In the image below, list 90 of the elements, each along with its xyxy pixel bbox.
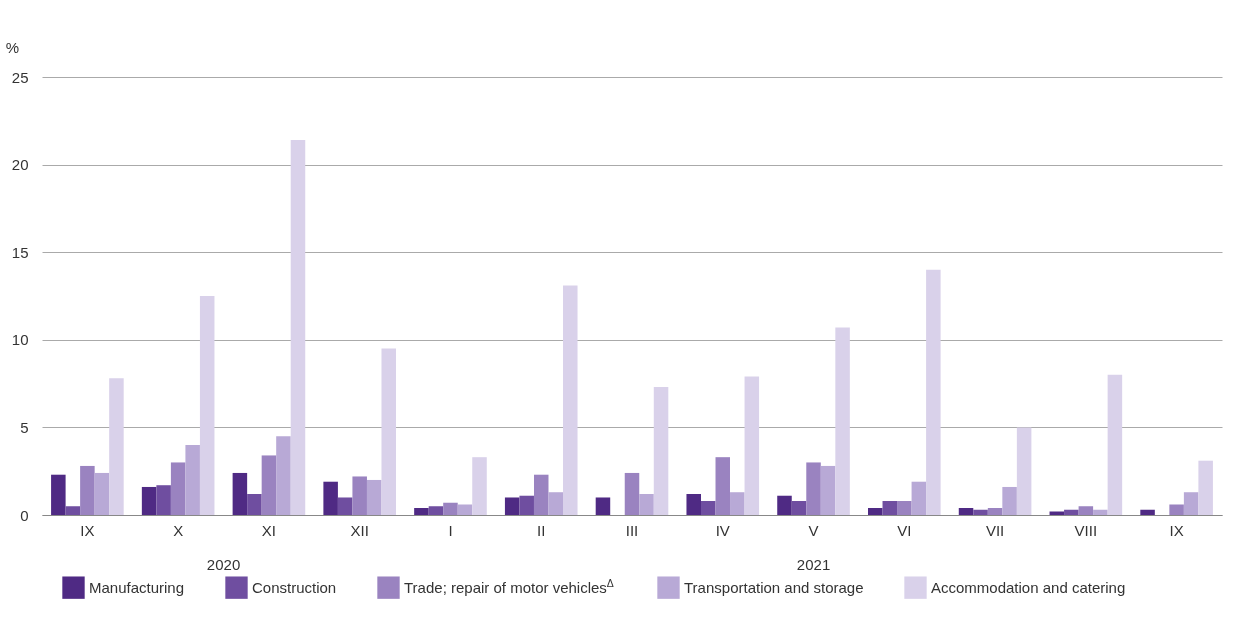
bar (868, 507, 883, 515)
bar (1093, 509, 1108, 515)
bar (548, 492, 564, 515)
y-tick-label: 5 (20, 418, 29, 436)
y-axis-title: % (5, 38, 20, 56)
bar (156, 485, 171, 515)
y-tick-label: 10 (11, 331, 29, 349)
bar (777, 495, 792, 515)
y-tick-label: 15 (11, 243, 29, 261)
x-tick-label: XI (261, 521, 277, 539)
bar (624, 472, 640, 515)
bar (926, 269, 941, 515)
bar (686, 493, 701, 515)
bar (443, 502, 458, 515)
bar (261, 455, 277, 515)
bar (185, 444, 200, 515)
bar (1140, 509, 1155, 515)
bar (199, 296, 215, 515)
x-tick-label: VI (897, 521, 912, 539)
bar (232, 472, 248, 515)
bar (504, 497, 520, 515)
bar (744, 376, 760, 515)
bar (987, 507, 1003, 515)
x-tick-label: VIII (1074, 521, 1098, 539)
bar (472, 457, 487, 515)
x-tick-label: IX (1169, 521, 1184, 539)
bar (94, 472, 110, 515)
y-tick-label: 25 (11, 68, 29, 86)
bar (958, 507, 974, 515)
bar (414, 507, 429, 515)
y-tick-label: 20 (11, 156, 29, 174)
x-tick-label: IV (715, 521, 730, 539)
bar (519, 495, 534, 515)
x-tick-label: IX (80, 521, 95, 539)
bar (51, 474, 66, 515)
bar (290, 140, 306, 515)
bar (791, 500, 807, 515)
bar (973, 509, 988, 515)
x-tick-label: III (625, 521, 639, 539)
bar (1049, 511, 1065, 515)
bar (1169, 504, 1184, 515)
text: 2021 (796, 556, 831, 573)
x-tick-label: V (808, 521, 819, 539)
bar (820, 465, 836, 515)
bar (109, 378, 124, 515)
bar (1078, 506, 1094, 515)
bar (563, 285, 578, 515)
bar (457, 504, 473, 515)
x-tick-label: II (537, 521, 546, 539)
bar (715, 457, 731, 515)
bar (1064, 509, 1079, 515)
bar (1016, 427, 1032, 515)
bar (533, 474, 549, 515)
bar (276, 436, 291, 515)
legend-label: Trade; repair of motor vehicles$^{Δ}$ (404, 576, 614, 596)
bar (835, 327, 850, 515)
bar (170, 462, 186, 515)
bar (337, 497, 353, 515)
bar (911, 481, 927, 515)
bar (1183, 492, 1199, 515)
y-tick-label: 0 (20, 506, 29, 524)
bar (595, 497, 611, 515)
bar (1002, 486, 1017, 515)
bar (1107, 374, 1123, 515)
legend-label: Accommodation and catering (931, 578, 1126, 596)
bar (700, 500, 716, 515)
legend-label: Construction (252, 578, 337, 596)
bar (247, 493, 262, 515)
bar (806, 462, 821, 515)
legend-label: Transportation and storage (684, 578, 864, 596)
bar (141, 486, 157, 515)
x-tick-label: XII (350, 521, 369, 539)
bar (366, 479, 382, 515)
bar (730, 492, 745, 515)
bar (80, 465, 95, 515)
legend-label: Manufacturing (89, 578, 185, 596)
bar (428, 506, 444, 515)
bar (381, 348, 396, 515)
text: 2020 (206, 556, 241, 573)
bar (639, 493, 654, 515)
bar (65, 506, 81, 515)
bar (352, 476, 367, 515)
bar (882, 500, 898, 515)
x-tick-label: VII (985, 521, 1005, 539)
bar (653, 387, 669, 515)
x-tick-label: I (448, 521, 453, 539)
bar (897, 500, 912, 515)
bar (1198, 460, 1213, 515)
x-tick-label: X (173, 521, 184, 539)
bar (323, 481, 338, 515)
